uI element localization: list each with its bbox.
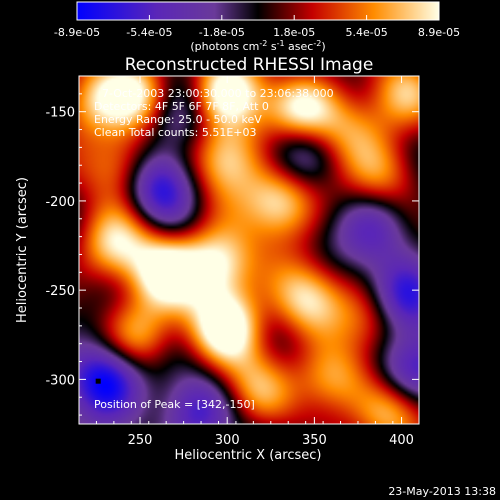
colorbar-tick-label: -1.8e-05 [199,26,245,39]
heatmap-image [79,76,419,424]
y-axis-label: Heliocentric Y (arcsec) [15,177,30,323]
x-tick-label: 300 [215,433,240,448]
colorbar-tick-label: 1.8e-05 [273,26,315,39]
y-tick-label: -150 [45,106,75,121]
colorbar-unit-suffix: ) [321,40,325,53]
axis-ticks: 250 300 350 400 -150 -200 -250 -300 [45,76,419,448]
peak-marker [95,378,101,384]
annotation-line: Energy Range: 25.0 - 50.0 keV [94,113,262,126]
colorbar-ticks: -8.9e-05 -5.4e-05 -1.8e-05 1.8e-05 5.4e-05 8.… [54,15,460,39]
annotation-line: Detectors: 4F 5F 6F 7F 8F, Att 0 [94,100,269,113]
colorbar-tick-label: 5.4e-05 [345,26,387,39]
annotation-line: Clean Total counts: 5.51E+03 [94,126,257,139]
y-tick-label: -200 [45,195,75,210]
colorbar-unit-exp2: -1 [277,39,285,48]
colorbar-unit-exp3: -2 [313,39,321,48]
heatmap-area [79,76,419,424]
x-tick-label: 400 [389,433,414,448]
colorbar-tick-label: -5.4e-05 [126,26,172,39]
y-tick-label: -250 [45,284,75,299]
annotation-line: 7-Oct-2003 23:00:30.000 to 23:06:38.000 [102,87,334,100]
x-axis-label: Heliocentric X (arcsec) [175,448,322,463]
colorbar-unit-mid2: asec [285,40,314,53]
peak-position-label: Position of Peak = [342,-150] [94,398,255,411]
colorbar-unit-prefix: (photons cm [190,40,259,53]
colorbar-tick-label: -8.9e-05 [54,26,100,39]
colorbar-unit-label: (photons cm-2 s-1 asec-2) [190,39,325,53]
footer-timestamp: 23-May-2013 13:38 [388,485,496,498]
y-tick-label: -300 [45,373,75,388]
chart-title: Reconstructed RHESSI Image [125,55,374,75]
colorbar-tick-label: 8.9e-05 [418,26,460,39]
colorbar-unit-mid: s [267,40,276,53]
x-tick-label: 250 [128,433,153,448]
x-tick-label: 350 [302,433,327,448]
colorbar-unit-exp1: -2 [259,39,267,48]
colorbar [76,1,440,21]
annotations: 7-Oct-2003 23:00:30.000 to 23:06:38.000D… [94,87,334,139]
plot-frame [78,75,420,425]
